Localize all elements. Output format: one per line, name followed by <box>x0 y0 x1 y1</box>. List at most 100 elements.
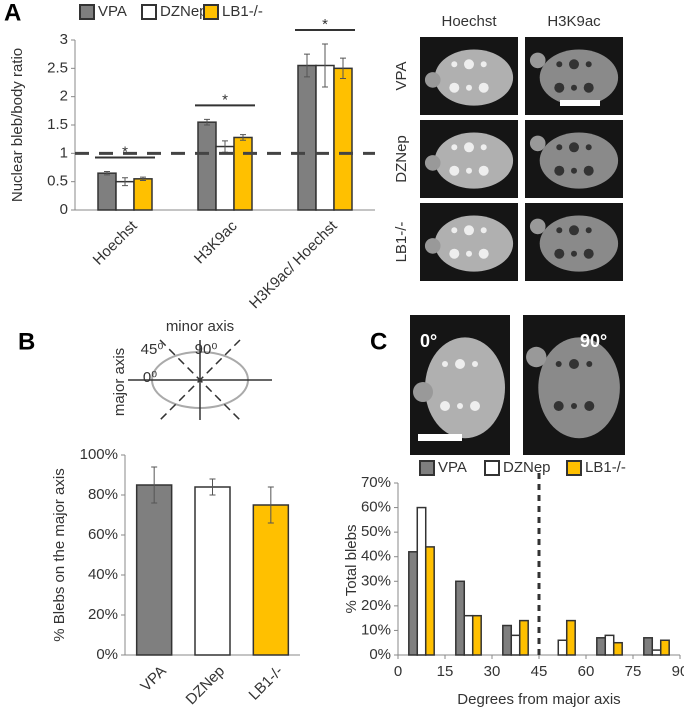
bar <box>133 178 153 211</box>
micrographs <box>410 37 625 455</box>
bleb <box>424 72 441 88</box>
spot <box>556 144 563 151</box>
panel-label: B <box>18 328 35 355</box>
spot <box>553 401 564 411</box>
y-tick-label: 30% <box>361 572 391 589</box>
row-label: LB1-/- <box>393 222 410 263</box>
spot <box>584 401 595 411</box>
spot <box>585 144 592 151</box>
spot <box>455 359 465 369</box>
bar <box>333 67 353 211</box>
x-tick-label: 60 <box>578 663 595 680</box>
error-bar <box>122 177 128 187</box>
spot <box>449 248 460 259</box>
spot <box>585 61 592 68</box>
nucleus <box>539 132 619 189</box>
bar <box>194 486 231 656</box>
legend-swatch <box>419 460 435 476</box>
y-tick-label: 10% <box>361 621 391 638</box>
bar <box>557 639 568 656</box>
nucleus <box>434 132 514 189</box>
x-tick-label: H3K9ac/ Hoechst <box>246 217 341 312</box>
bar <box>510 634 521 656</box>
bleb <box>526 346 547 368</box>
x-tick-label: Hoechst <box>90 217 142 269</box>
x-tick-label: 0 <box>394 663 402 680</box>
bar <box>416 506 427 656</box>
bar <box>424 546 435 656</box>
y-tick-label: 0% <box>96 646 118 663</box>
y-tick-label: 20% <box>88 606 118 623</box>
bar <box>455 580 466 656</box>
error-bar <box>267 486 274 524</box>
y-axis-title: % Blebs on the major axis <box>51 468 68 641</box>
legend-swatch <box>141 4 157 20</box>
spot <box>464 59 474 70</box>
legend-label: DZNep <box>503 459 551 476</box>
y-tick-label: 70% <box>361 474 391 491</box>
nucleus <box>434 215 514 272</box>
y-tick-label: 40% <box>361 548 391 565</box>
bar <box>502 624 513 656</box>
spot <box>571 167 577 174</box>
row-label: DZNep <box>393 135 410 183</box>
error-bar <box>151 466 158 504</box>
bar <box>565 619 576 656</box>
spot <box>478 248 489 259</box>
panel-label: C <box>370 328 387 355</box>
bar <box>135 484 173 656</box>
error-bar <box>140 176 146 182</box>
spot <box>571 250 577 257</box>
bar <box>215 145 235 211</box>
diagram-label: 45⁰ <box>141 341 164 358</box>
bar <box>518 619 529 656</box>
bleb <box>413 382 433 402</box>
bleb <box>529 135 546 152</box>
scale-bar <box>560 100 600 106</box>
y-tick-label: 2.5 <box>47 59 68 76</box>
annotation: * <box>122 143 128 160</box>
nucleus <box>538 337 620 439</box>
spot <box>457 403 463 409</box>
x-axis-title: Degrees from major axis <box>457 691 620 708</box>
bleb <box>529 218 546 235</box>
spot <box>571 403 577 409</box>
spot <box>451 61 458 68</box>
bleb <box>424 238 441 254</box>
y-tick-label: 60% <box>88 526 118 543</box>
y-tick-label: 1 <box>60 144 68 161</box>
y-tick-label: 80% <box>88 486 118 503</box>
bar <box>643 637 654 656</box>
diagram-label: major axis <box>111 348 128 416</box>
scale-bar <box>418 434 462 441</box>
spot <box>480 144 487 151</box>
column-label: H3K9ac <box>547 13 601 30</box>
spot <box>555 361 562 367</box>
spot <box>451 227 458 234</box>
row-label: VPA <box>393 62 410 91</box>
spot <box>470 401 480 411</box>
spot <box>466 84 472 91</box>
axis-diagram <box>128 339 272 421</box>
bleb <box>424 155 441 171</box>
x-tick-label: 15 <box>437 663 454 680</box>
bar <box>252 504 290 656</box>
spot <box>478 82 489 93</box>
y-tick-label: 2 <box>60 88 68 105</box>
y-tick-label: 0% <box>369 646 391 663</box>
bar <box>408 551 419 656</box>
diagram-label: minor axis <box>166 318 234 335</box>
spot <box>583 165 594 176</box>
spot <box>569 142 579 153</box>
legend-label: DZNep <box>160 3 208 20</box>
x-tick-label: 75 <box>625 663 642 680</box>
x-tick-label: 90 <box>672 663 684 680</box>
spot <box>466 167 472 174</box>
spot <box>440 401 450 411</box>
x-tick-label: VPA <box>137 663 169 695</box>
bleb <box>529 52 546 69</box>
nucleus <box>434 49 514 106</box>
x-tick-label: 30 <box>484 663 501 680</box>
y-tick-label: 100% <box>80 446 118 463</box>
legend-label: LB1-/- <box>585 459 626 476</box>
